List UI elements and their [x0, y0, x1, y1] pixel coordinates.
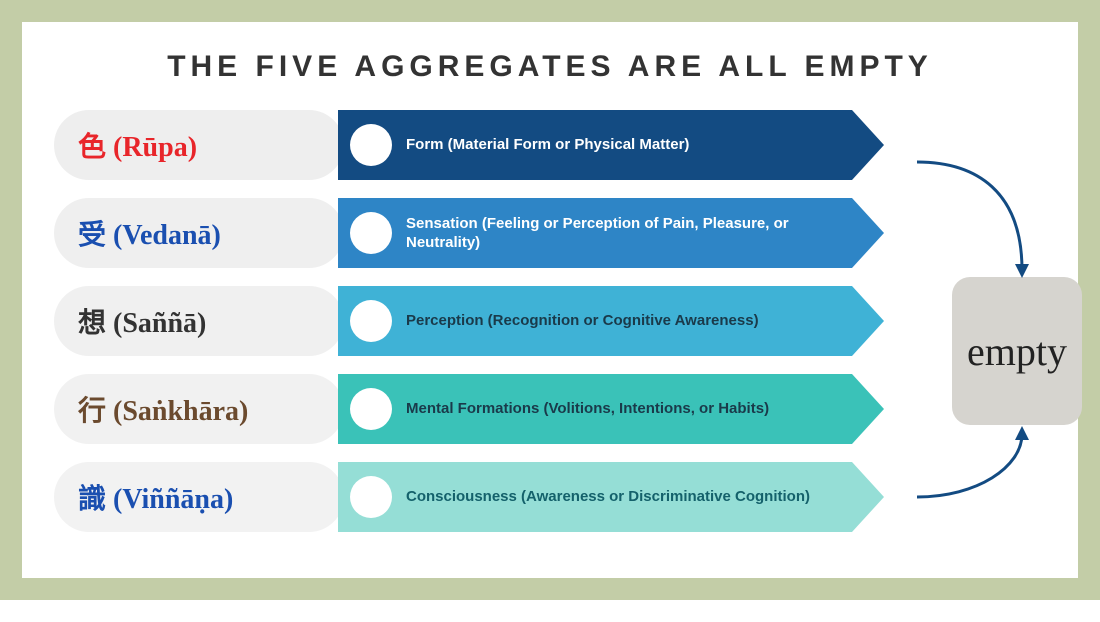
curved-arrow-bottom: [22, 22, 1100, 622]
outer-frame: THE FIVE AGGREGATES ARE ALL EMPTY 色 (Rūp…: [0, 0, 1100, 600]
arrow-path-bottom: [917, 434, 1022, 497]
arrow-head-bottom: [1015, 426, 1029, 440]
inner-panel: THE FIVE AGGREGATES ARE ALL EMPTY 色 (Rūp…: [22, 22, 1078, 578]
